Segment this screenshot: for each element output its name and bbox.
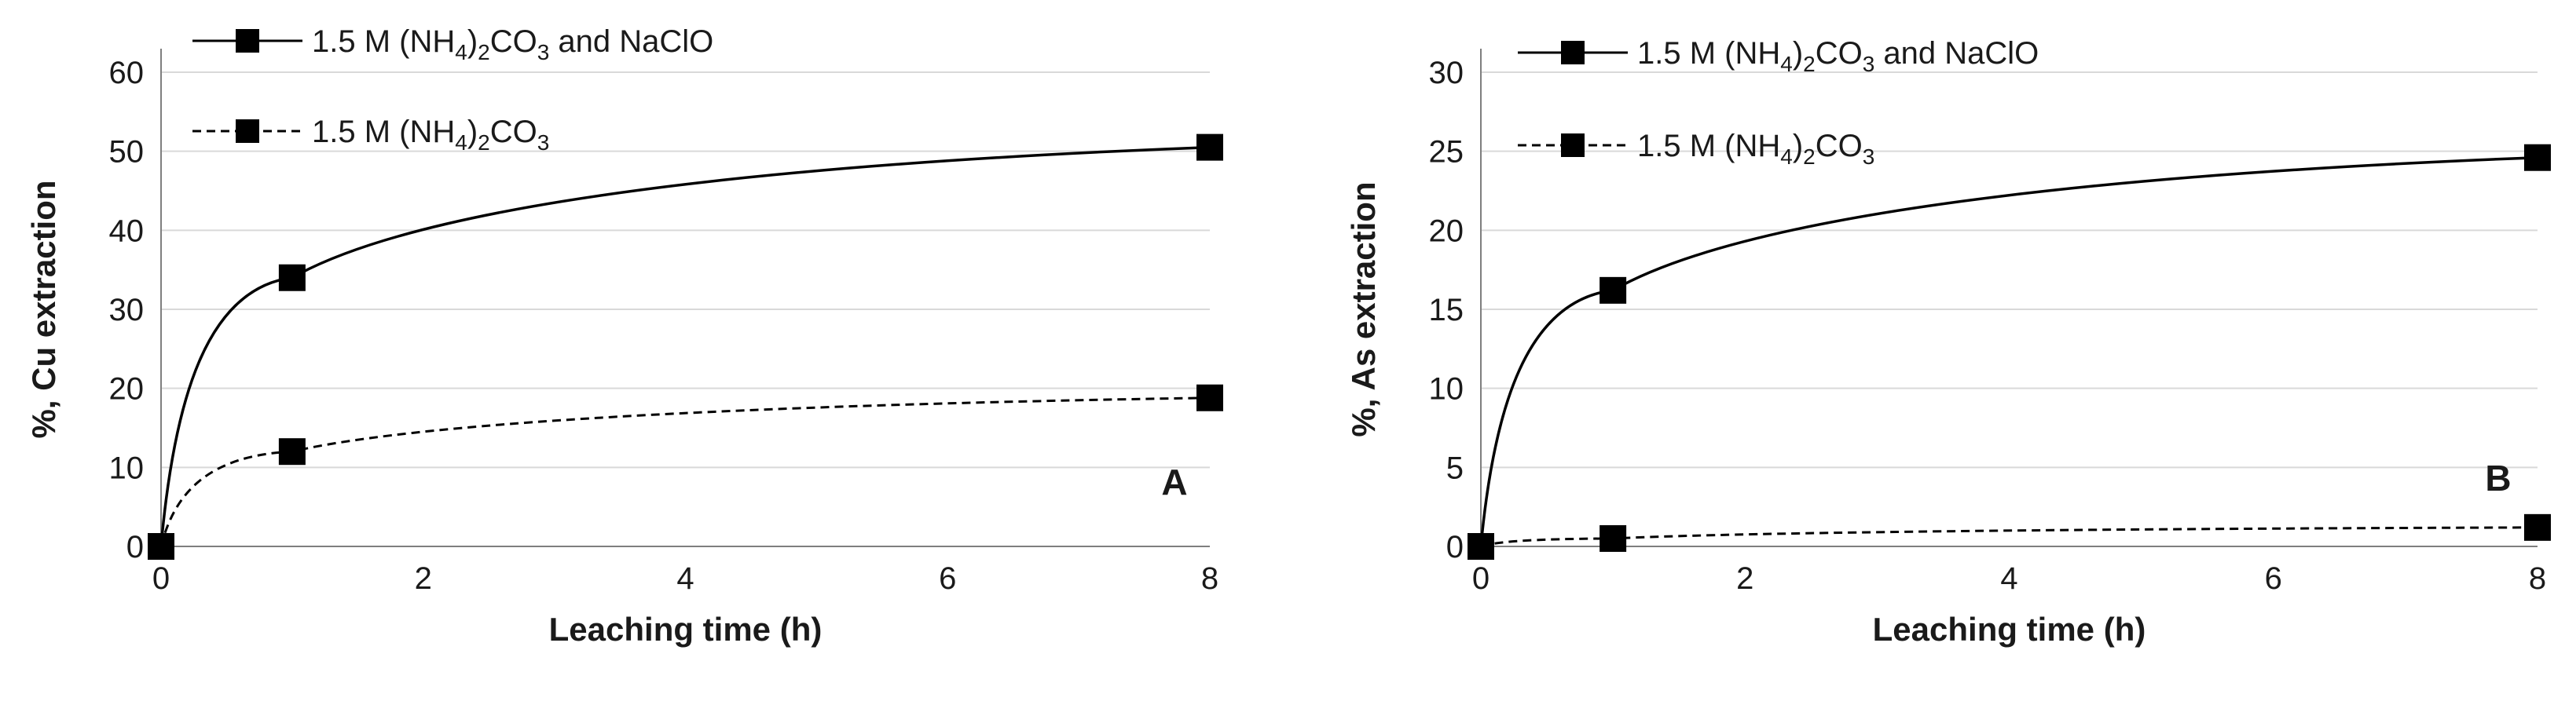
y-tick-label: 10	[1429, 372, 1464, 407]
legend-marker-2	[1561, 133, 1585, 157]
legend-subscript: 4	[1780, 52, 1793, 76]
y-tick-label: 0	[126, 530, 144, 564]
legend-text-part: CO	[1816, 129, 1863, 163]
y-tick-label: 50	[109, 135, 145, 170]
legend-text-part: CO	[1816, 36, 1863, 71]
y-tick-label: 40	[109, 214, 145, 248]
series-line-1	[1479, 155, 2538, 547]
y-tick-label: 0	[1446, 530, 1464, 564]
legend-subscript: 4	[455, 130, 467, 155]
y-tick-label: 25	[1429, 135, 1464, 170]
y-axis-title: %, As extraction	[1345, 181, 1382, 437]
legend-subscript: 2	[478, 40, 490, 64]
y-tick-label: 20	[1429, 214, 1464, 248]
x-tick-label: 4	[2000, 561, 2017, 596]
legend-text-part: CO	[490, 115, 537, 149]
legend-label-1: 1.5 M (NH4)2CO3 and NaClO	[1637, 36, 2039, 76]
legend-text-part: and NaClO	[1874, 36, 2039, 71]
legend-text-part: 1.5 M (NH	[1637, 36, 1780, 71]
series-line-2	[1480, 526, 2538, 548]
x-tick-label: 8	[1201, 561, 1218, 596]
y-tick-label: 30	[109, 293, 145, 327]
series-line-2	[159, 396, 1211, 547]
x-axis-title: Leaching time (h)	[1873, 611, 2146, 648]
data-point-marker	[1468, 533, 1494, 560]
legend-subscript: 3	[1863, 144, 1875, 169]
legend-marker-1	[236, 29, 259, 53]
legend-subscript: 2	[1803, 52, 1816, 76]
x-tick-label: 0	[1472, 561, 1490, 596]
panel-letter: A	[1161, 462, 1187, 502]
data-point-marker	[278, 264, 306, 291]
legend-label-1: 1.5 M (NH4)2CO3 and NaClO	[312, 24, 713, 64]
y-tick-label: 5	[1446, 451, 1464, 485]
legend-label-2: 1.5 M (NH4)2CO3	[312, 115, 549, 155]
data-point-marker	[1599, 524, 1627, 552]
panel-letter: B	[2485, 458, 2511, 499]
legend-subscript: 4	[1780, 144, 1793, 169]
y-tick-label: 15	[1429, 293, 1464, 327]
legend-text-part: and NaClO	[549, 24, 713, 59]
x-tick-label: 2	[1736, 561, 1753, 596]
y-tick-label: 30	[1429, 56, 1464, 90]
y-tick-label: 60	[109, 56, 145, 90]
legend-label-2: 1.5 M (NH4)2CO3	[1637, 129, 1874, 169]
x-tick-label: 8	[2529, 561, 2546, 596]
x-axis-title: Leaching time (h)	[549, 611, 823, 648]
x-tick-label: 6	[939, 561, 956, 596]
x-tick-label: 6	[2265, 561, 2282, 596]
legend-subscript: 2	[478, 130, 490, 155]
legend-text-part: 1.5 M (NH	[312, 115, 455, 149]
legend-text-part: CO	[490, 24, 537, 59]
data-point-marker	[1196, 133, 1223, 161]
data-point-marker	[2524, 144, 2551, 171]
x-tick-label: 0	[152, 561, 170, 596]
legend-subscript: 4	[455, 40, 467, 64]
legend-text-part: )	[1793, 36, 1803, 71]
legend-text-part: )	[467, 115, 478, 149]
legend-subscript: 3	[537, 40, 550, 64]
x-tick-label: 2	[415, 561, 432, 596]
legend-marker-2	[236, 119, 259, 143]
series-line-1	[159, 145, 1211, 547]
legend-text-part: )	[1793, 129, 1803, 163]
legend-text-part: 1.5 M (NH	[1637, 129, 1780, 163]
data-point-marker	[1599, 276, 1627, 304]
x-tick-label: 4	[676, 561, 694, 596]
legend-text-part: 1.5 M (NH	[312, 24, 455, 59]
data-point-marker	[1196, 384, 1223, 411]
y-tick-label: 10	[109, 451, 145, 485]
legend-text-part: )	[467, 24, 478, 59]
y-axis-title: %, Cu extraction	[25, 180, 62, 438]
data-point-marker	[148, 533, 174, 560]
y-tick-label: 20	[109, 372, 145, 407]
legend-subscript: 2	[1803, 144, 1816, 169]
data-point-marker	[278, 438, 306, 466]
legend-marker-1	[1561, 41, 1585, 64]
legend-subscript: 3	[1863, 52, 1875, 76]
data-point-marker	[2524, 513, 2551, 541]
legend-subscript: 3	[537, 130, 550, 155]
